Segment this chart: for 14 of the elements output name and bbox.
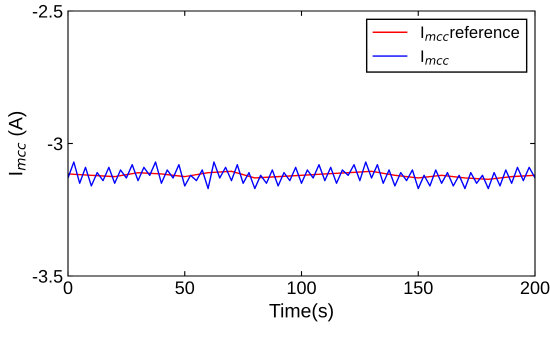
line-series [68, 170, 535, 180]
x-tick-label: 100 [288, 281, 316, 294]
x-tick-label: 50 [175, 281, 194, 294]
y-tick-label: -3.5 [32, 270, 62, 283]
legend-label: I$_{mcc}$ [422, 50, 449, 65]
y-axis-title: I$_{mcc}$ (A) [8, 112, 26, 175]
legend-label: I$_{mcc}$reference [422, 26, 520, 41]
line-series [68, 161, 535, 190]
y-tick-label: -2.5 [32, 4, 62, 18]
x-tick-label: 200 [520, 281, 550, 294]
y-tick-label: -3 [48, 137, 62, 150]
x-tick-label: 150 [404, 281, 433, 294]
x-tick-label: 0 [64, 281, 72, 294]
x-axis-title: Time(s) [269, 303, 333, 322]
